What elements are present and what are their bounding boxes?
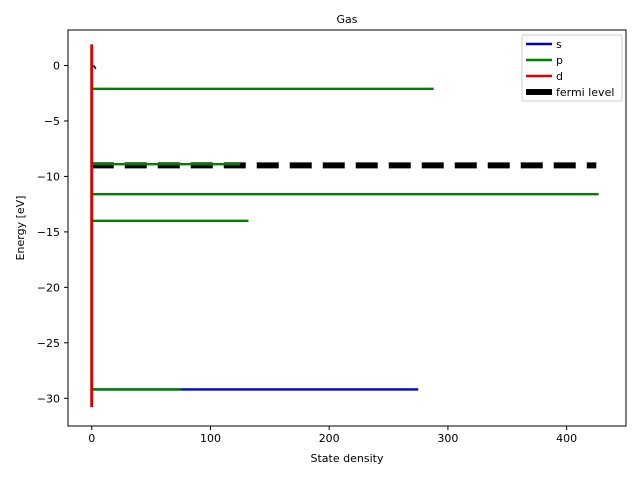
x-axis: 0 100 200 300 400 xyxy=(88,426,577,445)
legend-label-fermi-level: fermi level xyxy=(556,86,614,99)
legend-label-p: p xyxy=(556,54,563,67)
series-layer xyxy=(90,44,599,408)
legend-label-d: d xyxy=(556,70,563,83)
chart-title: Gas xyxy=(337,13,358,26)
x-axis-label: State density xyxy=(311,452,384,465)
y-tick-label: −20 xyxy=(37,281,60,294)
y-axis: 0 −5 −10 −15 −20 −25 −30 xyxy=(37,59,68,405)
legend: spd fermi level xyxy=(521,34,623,102)
x-tick-label: 300 xyxy=(437,432,458,445)
y-tick-label: −10 xyxy=(37,170,60,183)
axes-frame xyxy=(67,29,627,427)
x-tick-label: 400 xyxy=(556,432,577,445)
legend-box xyxy=(521,34,623,102)
x-tick-label: 100 xyxy=(200,432,221,445)
y-tick-label: −15 xyxy=(37,226,60,239)
y-tick-label: −5 xyxy=(44,115,60,128)
y-tick-label: 0 xyxy=(53,59,60,72)
y-axis-label: Energy [eV] xyxy=(14,196,27,261)
origin-marker xyxy=(92,65,97,70)
y-tick-label: −25 xyxy=(37,337,60,350)
x-tick-label: 200 xyxy=(319,432,340,445)
x-tick-label: 0 xyxy=(88,432,95,445)
y-tick-label: −30 xyxy=(37,392,60,405)
legend-label-s: s xyxy=(556,38,562,51)
